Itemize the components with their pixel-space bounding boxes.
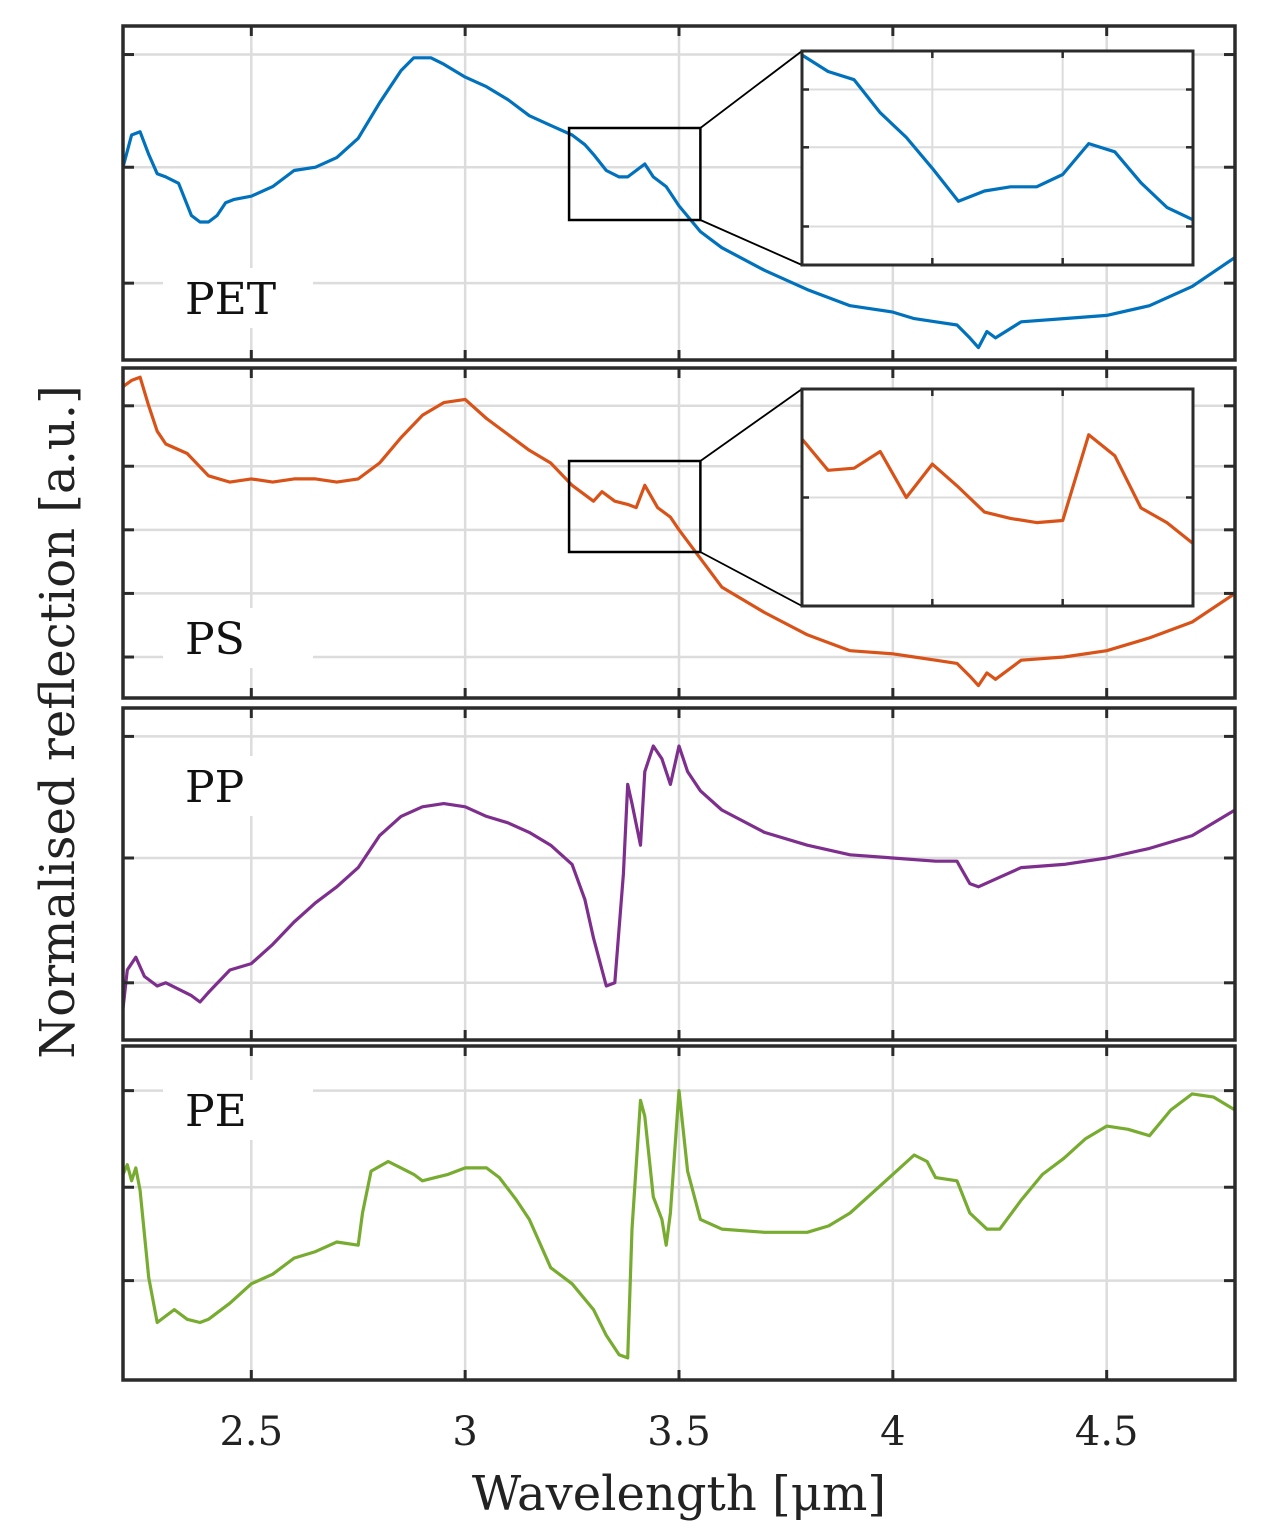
y-axis-title: Normalised reflection [a.u.] [30,385,86,1059]
zoom-connector-line [700,219,803,266]
panel-pp: PP [121,706,1237,1042]
x-tick-labels: 2.5 3 3.5 4 4.5 [219,1409,1138,1455]
inset-series-line-ps [800,433,1195,545]
inset-background [802,51,1193,265]
panel-ps: PS [121,366,1237,700]
zoom-connector-line [699,388,803,462]
zoom-region-box [567,459,702,554]
panel-pet: PET [121,24,1237,362]
series-line-pet [121,56,1236,350]
x-tick-label: 3.5 [647,1409,711,1455]
series-line-pp [121,744,1236,1009]
panel-label: PE [185,1086,247,1137]
panel-label: PS [185,614,245,665]
panel-label-background [163,756,313,816]
zoom-region-box [567,126,702,222]
panel-frame [121,366,1237,700]
panel-label: PP [185,762,244,813]
panel-frame [121,706,1237,1042]
series-line-ps [122,375,1236,688]
x-tick-label: 2.5 [219,1409,283,1455]
panel-frame [121,24,1237,362]
panels-group: PET PS PP PE [121,24,1237,1382]
zoom-connector-line [699,551,803,607]
x-tick-label: 3 [452,1409,477,1455]
panel-label-background [163,1080,313,1140]
inset-series-line-pet [801,53,1194,222]
x-tick-label: 4 [880,1409,905,1455]
x-tick-label: 4.5 [1075,1409,1139,1455]
series-line-pe [121,1088,1236,1360]
inset-frame [800,387,1195,608]
zoom-connector-line [699,50,803,129]
panel-label-background [163,608,313,668]
panel-label-background [163,268,313,328]
panel-pe: PE [121,1044,1237,1382]
x-axis-title: Wavelength [μm] [472,1466,886,1522]
inset-frame [800,49,1195,267]
panel-label: PET [185,274,276,325]
panel-frame [121,1044,1237,1382]
